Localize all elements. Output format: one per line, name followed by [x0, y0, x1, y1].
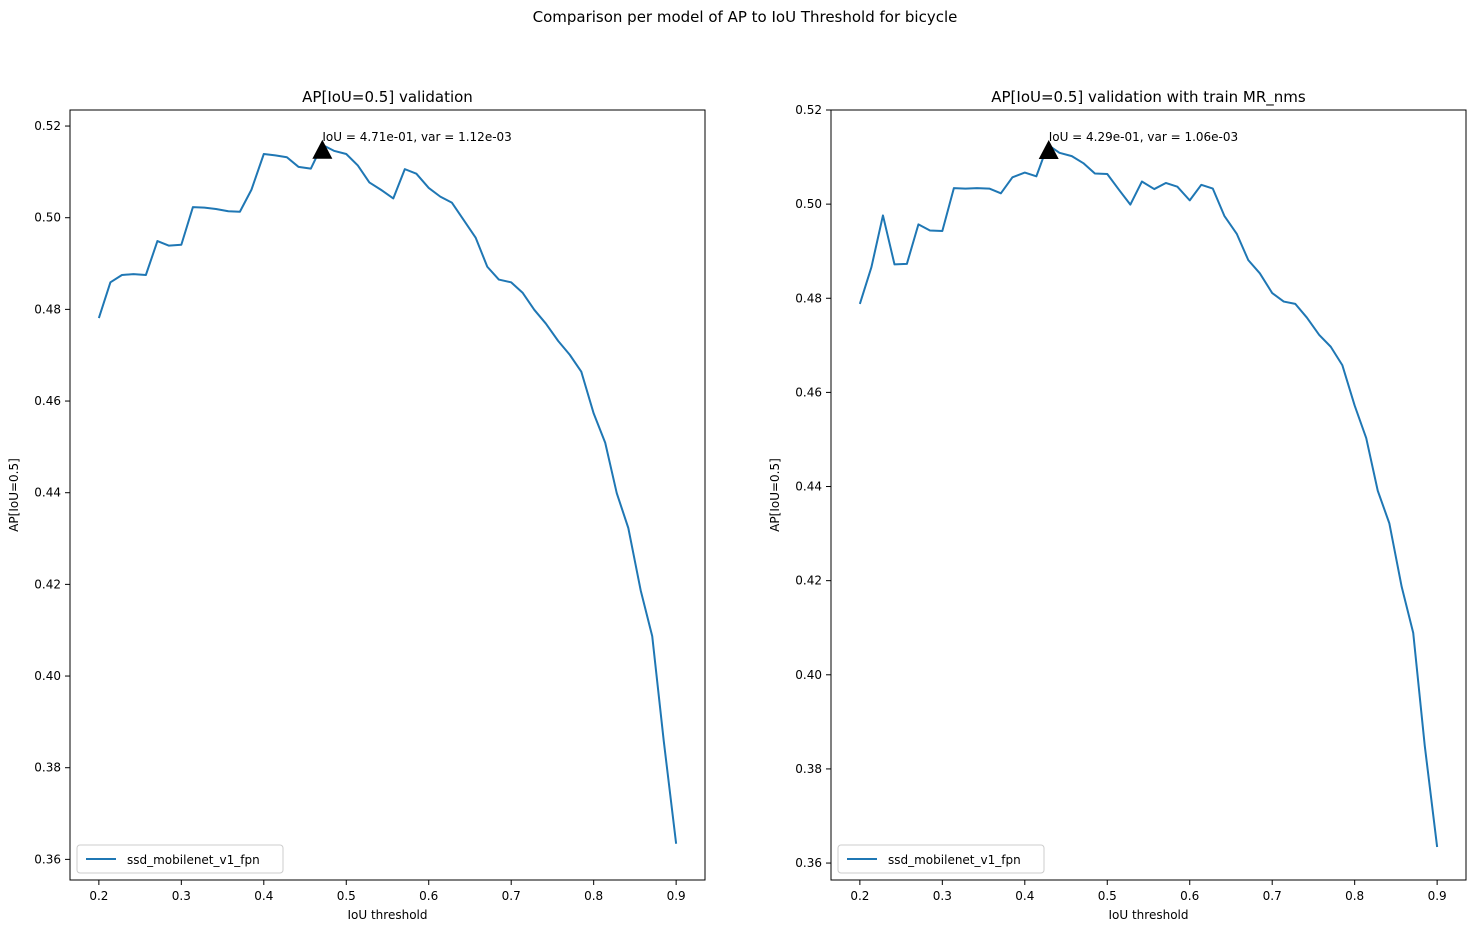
y-tick-label: 0.52: [34, 119, 61, 133]
subplot-title: AP[IoU=0.5] validation: [302, 88, 473, 106]
y-tick-label: 0.40: [34, 669, 61, 683]
right-subplot: AP[IoU=0.5] validation with train MR_nms…: [768, 88, 1467, 922]
x-tick-label: 0.8: [584, 889, 603, 903]
x-tick-label: 0.9: [1428, 889, 1447, 903]
y-tick-label: 0.36: [795, 856, 822, 870]
subplot-title: AP[IoU=0.5] validation with train MR_nms: [991, 88, 1306, 107]
x-tick-label: 0.6: [419, 889, 438, 903]
y-tick-label: 0.46: [795, 385, 822, 399]
legend-entry: ssd_mobilenet_v1_fpn: [888, 853, 1021, 867]
x-tick-label: 0.5: [1098, 889, 1117, 903]
y-tick-label: 0.50: [795, 197, 822, 211]
left-subplot: AP[IoU=0.5] validation 0.2 0.3 0.4 0.5 0.6 0.7…: [7, 88, 706, 922]
x-tick-label: 0.8: [1345, 889, 1364, 903]
x-tick-label: 0.2: [850, 889, 869, 903]
y-tick-label: 0.46: [34, 394, 61, 408]
x-tick-label: 0.7: [502, 889, 521, 903]
series-line-0: [97, 143, 678, 844]
y-tick-label: 0.42: [34, 577, 61, 591]
legend-box: [76, 844, 284, 874]
x-tick-label: 0.9: [667, 889, 686, 903]
axes-frame: [69, 109, 706, 881]
x-axis-label: IoU threshold: [348, 908, 428, 922]
legend-box: [837, 844, 1045, 874]
y-tick-label: 0.38: [34, 761, 61, 775]
y-tick-label: 0.38: [795, 762, 822, 776]
annotation-text: IoU = 4.29e-01, var = 1.06e-03: [1049, 130, 1238, 144]
y-tick-label: 0.42: [795, 574, 822, 588]
x-tick-label: 0.5: [337, 889, 356, 903]
y-tick-label: 0.48: [795, 291, 822, 305]
y-tick-label: 0.36: [34, 852, 61, 866]
y-axis-label: AP[IoU=0.5]: [768, 458, 782, 532]
y-tick-label: 0.44: [795, 480, 822, 494]
axes-frame: [830, 109, 1467, 881]
annotation-text: IoU = 4.71e-01, var = 1.12e-03: [322, 130, 511, 144]
x-tick-label: 0.6: [1180, 889, 1199, 903]
legend-entry: ssd_mobilenet_v1_fpn: [127, 853, 260, 867]
x-tick-label: 0.7: [1263, 889, 1282, 903]
series-line-0: [858, 143, 1439, 848]
y-tick-label: 0.40: [795, 668, 822, 682]
y-tick-label: 0.50: [34, 211, 61, 225]
x-tick-label: 0.3: [933, 889, 952, 903]
x-axis-label: IoU threshold: [1109, 908, 1189, 922]
y-tick-label: 0.48: [34, 302, 61, 316]
y-axis-label: AP[IoU=0.5]: [7, 458, 21, 532]
figure-suptitle: Comparison per model of AP to IoU Thresh…: [533, 8, 958, 26]
y-tick-label: 0.52: [795, 103, 822, 117]
max-triangle-marker: [1038, 139, 1059, 159]
x-tick-label: 0.4: [1015, 889, 1034, 903]
x-tick-label: 0.4: [254, 889, 273, 903]
x-tick-label: 0.2: [89, 889, 108, 903]
y-tick-label: 0.44: [34, 486, 61, 500]
x-tick-label: 0.3: [172, 889, 191, 903]
max-triangle-marker: [312, 139, 333, 159]
